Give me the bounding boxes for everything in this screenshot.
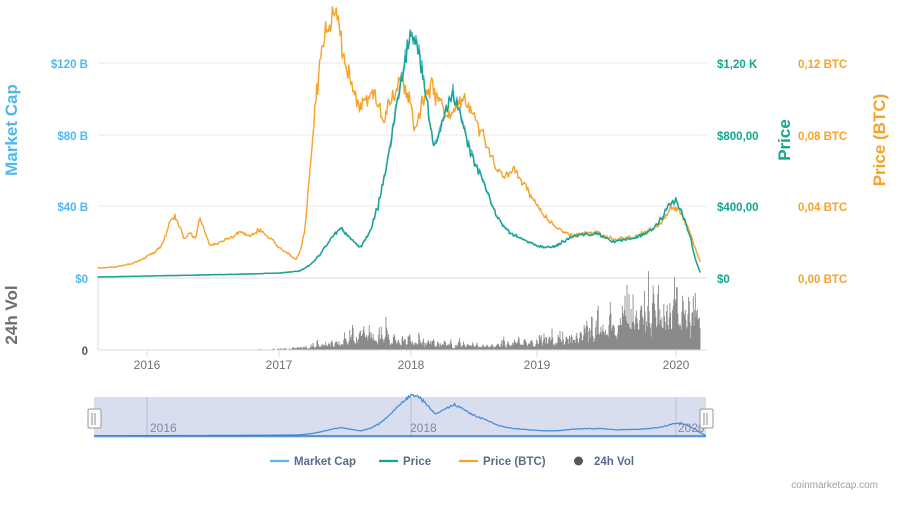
svg-text:$0: $0 [75, 274, 88, 286]
svg-text:$0: $0 [717, 274, 730, 286]
svg-text:24h Vol: 24h Vol [2, 285, 21, 344]
svg-text:2020: 2020 [663, 358, 690, 372]
svg-text:2017: 2017 [266, 358, 293, 372]
svg-text:0,00 BTC: 0,00 BTC [798, 274, 847, 286]
svg-text:$120 B: $120 B [51, 59, 88, 71]
svg-text:0,04 BTC: 0,04 BTC [798, 202, 847, 214]
svg-text:2018: 2018 [398, 358, 425, 372]
svg-text:Price (BTC): Price (BTC) [483, 456, 546, 468]
svg-text:$800,00: $800,00 [717, 131, 759, 143]
svg-text:Price (BTC): Price (BTC) [870, 94, 889, 187]
svg-text:$40 B: $40 B [57, 202, 88, 214]
svg-text:0,08 BTC: 0,08 BTC [798, 131, 847, 143]
svg-text:Market Cap: Market Cap [2, 84, 21, 176]
svg-text:$1,20 K: $1,20 K [717, 59, 758, 71]
svg-text:2016: 2016 [134, 358, 161, 372]
svg-text:2018: 2018 [410, 421, 437, 435]
svg-text:24h Vol: 24h Vol [594, 456, 634, 468]
svg-text:Price: Price [403, 456, 431, 468]
svg-text:2016: 2016 [150, 421, 177, 435]
svg-text:Market Cap: Market Cap [294, 456, 356, 468]
svg-text:2019: 2019 [524, 358, 551, 372]
svg-text:$80 B: $80 B [57, 131, 88, 143]
svg-text:0,12 BTC: 0,12 BTC [798, 59, 847, 71]
svg-text:Price: Price [775, 119, 794, 161]
svg-text:coinmarketcap.com: coinmarketcap.com [791, 480, 878, 491]
svg-text:0: 0 [82, 346, 88, 358]
svg-text:$400,00: $400,00 [717, 202, 759, 214]
